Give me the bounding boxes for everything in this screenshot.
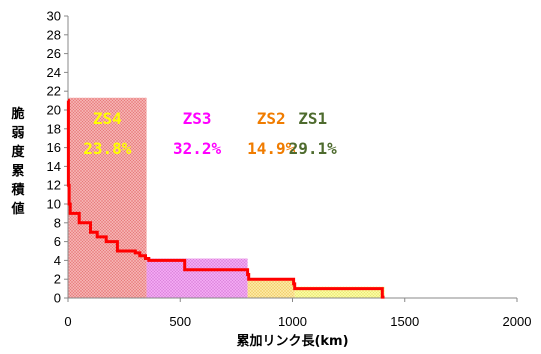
y-tick-label: 6	[54, 234, 61, 249]
zone-percent-zs2: 14.9%	[247, 139, 296, 158]
y-axis-title-char: 累	[11, 163, 24, 179]
x-tick-label: 1000	[278, 314, 307, 329]
x-tick-label: 2000	[503, 314, 532, 329]
zone-labels: ZS4 23.8% ZS3 32.2% ZS2 14.9%ZS1 29.1%	[83, 109, 337, 158]
y-tick-label: 22	[47, 84, 61, 99]
y-tick-label: 12	[47, 178, 61, 193]
zone-area-zs4	[68, 97, 147, 298]
zone-areas	[68, 97, 385, 298]
y-axis-title-char: 度	[11, 144, 25, 160]
zone-name-zs4: ZS4	[93, 109, 122, 128]
x-tick-label: 0	[64, 314, 71, 329]
x-tick-label: 1500	[390, 314, 419, 329]
y-axis-title-char: 脆	[10, 106, 24, 122]
x-tick-label: 500	[169, 314, 191, 329]
y-tick-label: 10	[47, 197, 61, 212]
y-axis-title-char: 積	[10, 182, 25, 198]
y-tick-label: 30	[47, 9, 61, 24]
zone-percent-zs4: 23.8%	[83, 139, 132, 158]
zone-area-zs2	[247, 278, 295, 298]
y-tick-label: 14	[47, 159, 61, 174]
y-tick-label: 16	[47, 140, 61, 155]
y-tick-label: 2	[54, 272, 61, 287]
zone-name-zs3: ZS3	[183, 109, 212, 128]
zone-percent-zs1: 29.1%	[289, 139, 338, 158]
y-tick-label: 0	[54, 291, 61, 306]
zone-area-zs1	[294, 286, 385, 298]
y-axis-title-char: 値	[10, 201, 24, 217]
y-tick-label: 28	[47, 27, 61, 42]
zone-percent-zs3: 32.2%	[173, 139, 222, 158]
y-tick-label: 4	[54, 253, 61, 268]
series-line	[66, 99, 385, 299]
y-tick-label: 18	[47, 121, 61, 136]
y-tick-label: 8	[54, 215, 61, 230]
y-tick-label: 26	[47, 46, 61, 61]
y-tick-label: 24	[47, 65, 61, 80]
series-lines	[66, 99, 385, 299]
y-axis-title-char: 弱	[11, 125, 24, 141]
y-tick-label: 20	[47, 103, 61, 118]
zone-name-zs2: ZS2	[257, 109, 286, 128]
x-axis-title: 累加リンク長(km)	[236, 333, 348, 349]
zone-area-zs3	[146, 258, 248, 298]
zone-name-zs1: ZS1	[298, 109, 327, 128]
